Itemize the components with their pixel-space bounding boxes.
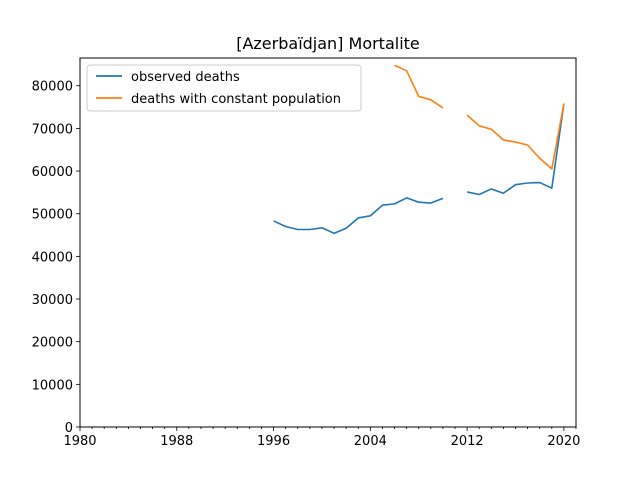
legend-label: deaths with constant population [131,92,341,107]
y-tick-label: 40000 [32,250,73,265]
plot-frame [80,58,576,427]
x-tick-label: 2012 [451,434,484,449]
y-tick-label: 10000 [32,378,73,393]
x-tick-label: 2004 [354,434,387,449]
y-tick-label: 60000 [32,165,73,180]
chart-title: [Azerbaïdjan] Mortalite [236,34,420,53]
series-line-2 [467,104,564,169]
x-tick-label: 1988 [160,434,193,449]
y-tick-label: 80000 [32,80,73,95]
series-line-2 [395,65,443,108]
y-tick-label: 30000 [32,293,73,308]
y-tick-label: 0 [65,421,73,436]
x-tick-label: 1996 [257,434,290,449]
y-tick-label: 50000 [32,208,73,223]
y-tick-label: 70000 [32,122,73,137]
series-line-1 [274,198,443,233]
legend-label: observed deaths [131,70,240,85]
x-tick-label: 1980 [63,434,96,449]
x-tick-label: 2020 [547,434,580,449]
y-tick-label: 20000 [32,336,73,351]
series-line-1 [467,104,564,195]
